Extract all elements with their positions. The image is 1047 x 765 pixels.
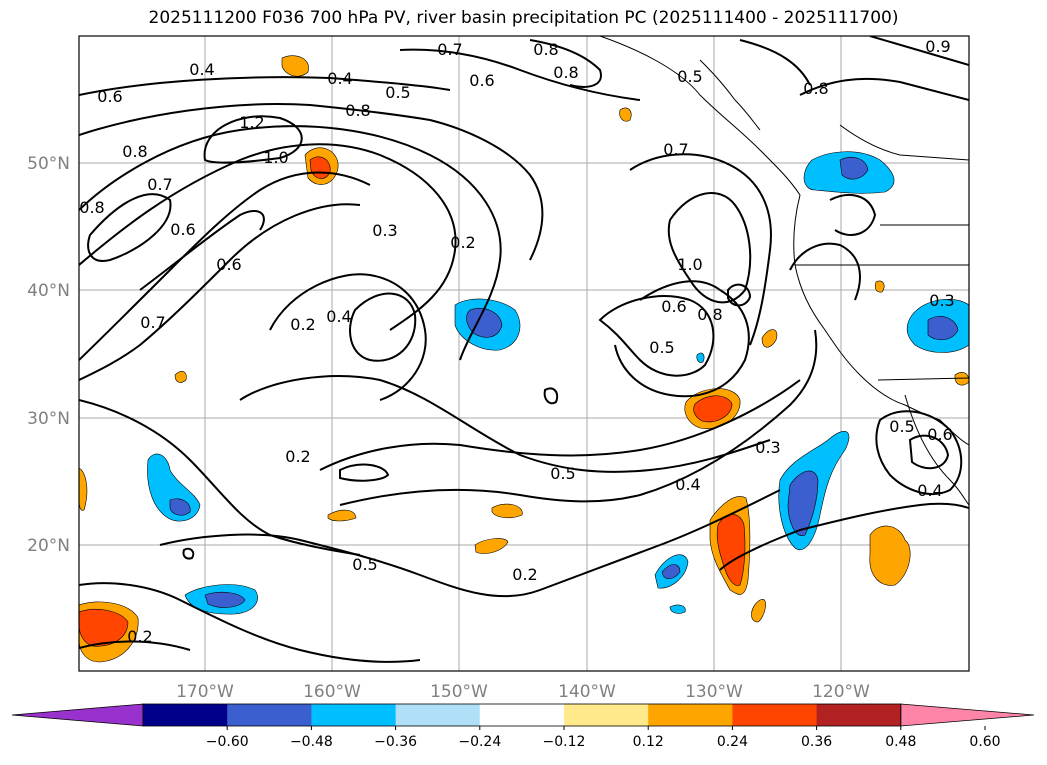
latitude-labels: 50°N 40°N 30°N 20°N <box>27 154 70 556</box>
contour-label: 0.4 <box>327 69 352 88</box>
contour-label: 0.6 <box>927 425 952 444</box>
contour-label: 0.8 <box>533 40 558 59</box>
colorbar-tick-label: −0.36 <box>374 734 417 750</box>
contour-label: 0.8 <box>553 63 578 82</box>
lat-label: 30°N <box>27 409 70 429</box>
colorbar-tick-label: −0.24 <box>458 734 501 750</box>
contour-label: 0.7 <box>437 40 462 59</box>
colorbar-segment <box>479 704 565 726</box>
colorbar-tick-label: 0.60 <box>969 734 1000 750</box>
contour-label: 0.3 <box>755 438 780 457</box>
contour-label: 0.5 <box>352 555 377 574</box>
colorbar-tick-label: 0.48 <box>885 734 916 750</box>
contour-label: 0.9 <box>925 37 950 56</box>
contour-label: 0.5 <box>649 338 674 357</box>
lat-label: 40°N <box>27 281 70 301</box>
contour-label: 0.8 <box>122 142 147 161</box>
contour-label: 0.2 <box>290 315 315 334</box>
contour-label: 0.2 <box>285 447 310 466</box>
lon-label: 120°W <box>812 682 870 702</box>
contour-label: 0.2 <box>450 233 475 252</box>
contour-label: 0.3 <box>929 291 954 310</box>
contour-label: 0.3 <box>372 221 397 240</box>
colorbar-tick-label: −0.60 <box>206 734 249 750</box>
colorbar: −0.60 −0.48 −0.36 −0.24 −0.12 0.12 0.24 0.36 0.4… <box>11 703 1035 750</box>
colorbar-tick-label: 0.36 <box>801 734 832 750</box>
contour-label: 0.6 <box>170 220 195 239</box>
colorbar-segment <box>564 704 649 726</box>
colorbar-tick-label: −0.12 <box>543 734 586 750</box>
contour-label: 0.4 <box>675 475 700 494</box>
contour-label: 0.6 <box>216 255 241 274</box>
colorbar-segment <box>816 704 902 726</box>
colorbar-extension-low <box>11 703 144 727</box>
colorbar-segment <box>143 704 228 726</box>
contour-labels: 0.4 0.6 0.8 0.7 1.2 1.0 0.8 0.5 0.4 0.8 … <box>79 37 954 646</box>
contour-label: 0.5 <box>385 83 410 102</box>
contour-label: 1.0 <box>677 255 702 274</box>
contour-label: 0.7 <box>140 313 165 332</box>
lon-label: 130°W <box>685 682 743 702</box>
contour-label: 0.6 <box>97 87 122 106</box>
colorbar-border <box>142 703 902 727</box>
contour-label: 0.8 <box>79 198 104 217</box>
map-title: 2025111200 F036 700 hPa PV, river basin … <box>148 8 899 28</box>
contour-label: 0.4 <box>917 481 942 500</box>
colorbar-segment <box>648 704 733 726</box>
contour-label: 0.6 <box>661 297 686 316</box>
colorbar-extension-high <box>900 703 1035 727</box>
contour-label: 0.7 <box>147 175 172 194</box>
colorbar-segment <box>732 704 818 726</box>
colorbar-tick-label: 0.12 <box>633 734 664 750</box>
contour-label: 0.4 <box>326 307 351 326</box>
colorbar-tick-label: 0.24 <box>717 734 748 750</box>
contour-label: 0.8 <box>803 79 828 98</box>
longitude-labels: 170°W 160°W 150°W 140°W 130°W 120°W <box>176 682 870 702</box>
colorbar-segment <box>311 704 397 726</box>
colorbar-tick-label: −0.48 <box>290 734 333 750</box>
lat-label: 20°N <box>27 536 70 556</box>
colorbar-segment <box>227 704 312 726</box>
contour-label: 0.5 <box>550 464 575 483</box>
colorbar-segment <box>395 704 481 726</box>
pv-contours <box>79 36 969 663</box>
contour-label: 0.8 <box>345 101 370 120</box>
contour-label: 0.2 <box>127 627 152 646</box>
contour-label: 1.2 <box>239 113 264 132</box>
contour-label: 0.5 <box>677 67 702 86</box>
lon-label: 160°W <box>303 682 361 702</box>
contour-label: 0.5 <box>889 417 914 436</box>
lon-label: 140°W <box>558 682 616 702</box>
contour-label: 0.8 <box>697 305 722 324</box>
map-area <box>79 36 969 671</box>
contour-label: 0.2 <box>512 565 537 584</box>
map-frame <box>78 35 970 672</box>
lat-label: 50°N <box>27 154 70 174</box>
contour-label: 0.7 <box>663 140 688 159</box>
contour-label: 0.6 <box>469 71 494 90</box>
precip-patches <box>79 55 969 663</box>
lon-label: 150°W <box>430 682 488 702</box>
contour-label: 0.4 <box>189 60 214 79</box>
contour-label: 1.0 <box>263 148 288 167</box>
coastline <box>599 36 969 506</box>
lon-label: 170°W <box>176 682 234 702</box>
